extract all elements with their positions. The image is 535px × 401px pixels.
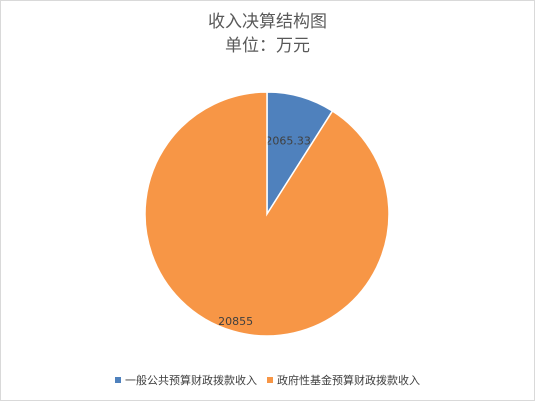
legend-label-gov-fund: 政府性基金预算财政拨款收入: [277, 374, 420, 387]
legend-swatch-general-budget: [115, 377, 121, 383]
legend-label-general-budget: 一般公共预算财政拨款收入: [125, 374, 257, 387]
pie-slice-gov-fund: [144, 91, 390, 337]
legend: 一般公共预算财政拨款收入 政府性基金预算财政拨款收入: [0, 372, 535, 388]
chart-title: 收入决算结构图: [208, 12, 327, 32]
legend-item-gov-fund: 政府性基金预算财政拨款收入: [267, 372, 420, 388]
data-label-gov-fund: 20855: [218, 315, 253, 328]
legend-swatch-gov-fund: [267, 377, 273, 383]
legend-item-general-budget: 一般公共预算财政拨款收入: [115, 372, 257, 388]
chart-subtitle: 单位：万元: [225, 36, 310, 56]
data-label-general-budget: 2065.33: [265, 134, 311, 147]
